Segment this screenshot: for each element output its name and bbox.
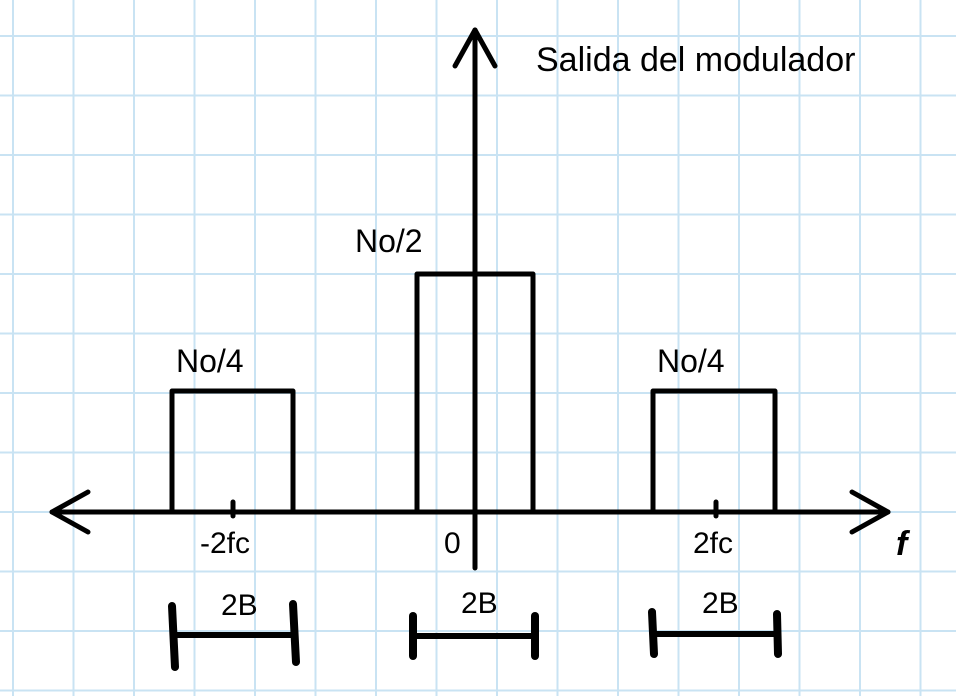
pulse-center-width-marker <box>409 612 539 660</box>
pulse-center-height-label: No/2 <box>355 223 423 259</box>
pulse-center-width-label: 2B <box>461 587 498 620</box>
pulse-right-width-label: 2B <box>702 587 739 620</box>
pulse-left-height-label: No/4 <box>176 343 244 379</box>
y-axis-arrowhead <box>452 27 498 69</box>
diagram-title: Salida del modulador <box>536 41 855 79</box>
pulse-right-width-right-end <box>773 610 782 658</box>
pulse-left-rect <box>169 388 296 515</box>
frequency-axis: f <box>49 489 911 563</box>
amplitude-axis <box>452 27 498 571</box>
pulse-left-width-marker <box>168 600 300 671</box>
x-axis-right-arrowhead <box>849 489 891 535</box>
pulse-right-width-left-end <box>648 608 658 658</box>
pulse-right-height-label: No/4 <box>657 343 725 379</box>
pulse-center-rect <box>414 271 536 515</box>
pulse-right-center-label: 2fc <box>693 527 733 560</box>
x-axis-left-arrowhead <box>49 489 91 535</box>
pulse-center-center-label: 0 <box>444 527 461 560</box>
pulse-right-rect <box>650 388 778 515</box>
pulse-left-center-label: -2fc <box>200 527 250 560</box>
x-axis-label: f <box>896 525 911 563</box>
pulse-left: No/4 -2fc 2B <box>168 343 300 671</box>
pulse-right: No/4 2fc 2B <box>648 343 782 658</box>
pulse-center: No/2 0 2B <box>355 223 539 660</box>
pulse-left-width-label: 2B <box>221 589 258 622</box>
pulse-right-width-marker <box>648 608 782 658</box>
pulse-left-width-right-end <box>289 600 300 666</box>
pulse-left-width-left-end <box>168 602 179 671</box>
